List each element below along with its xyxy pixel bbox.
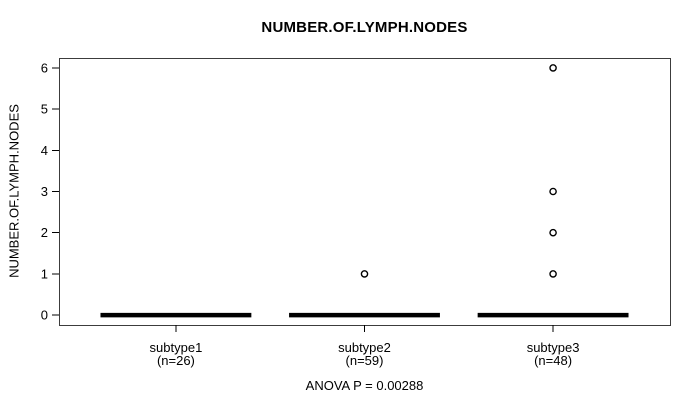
y-tick-label: 5 <box>41 102 48 117</box>
y-tick-label: 4 <box>41 143 48 158</box>
group-n-label: (n=48) <box>534 353 572 368</box>
anova-annotation: ANOVA P = 0.00288 <box>305 378 424 393</box>
outlier-point <box>360 270 369 278</box>
y-tick-label: 1 <box>41 266 48 281</box>
outlier-point <box>549 64 557 72</box>
y-tick-label: 0 <box>41 308 48 323</box>
outlier-point <box>549 270 557 278</box>
outlier-point <box>549 228 557 237</box>
chart-title: NUMBER.OF.LYMPH.NODES <box>261 19 468 36</box>
group-n-label: (n=59) <box>346 353 384 368</box>
y-tick-label: 6 <box>41 60 48 75</box>
group-label: subtype1 <box>150 340 203 355</box>
plot-border <box>59 58 671 326</box>
y-tick-label: 3 <box>41 184 48 199</box>
outlier-point <box>549 187 557 196</box>
group-label: subtype2 <box>338 340 391 355</box>
y-tick-label: 2 <box>41 225 48 240</box>
group-label: subtype3 <box>527 340 580 355</box>
group-n-label: (n=26) <box>157 353 195 368</box>
